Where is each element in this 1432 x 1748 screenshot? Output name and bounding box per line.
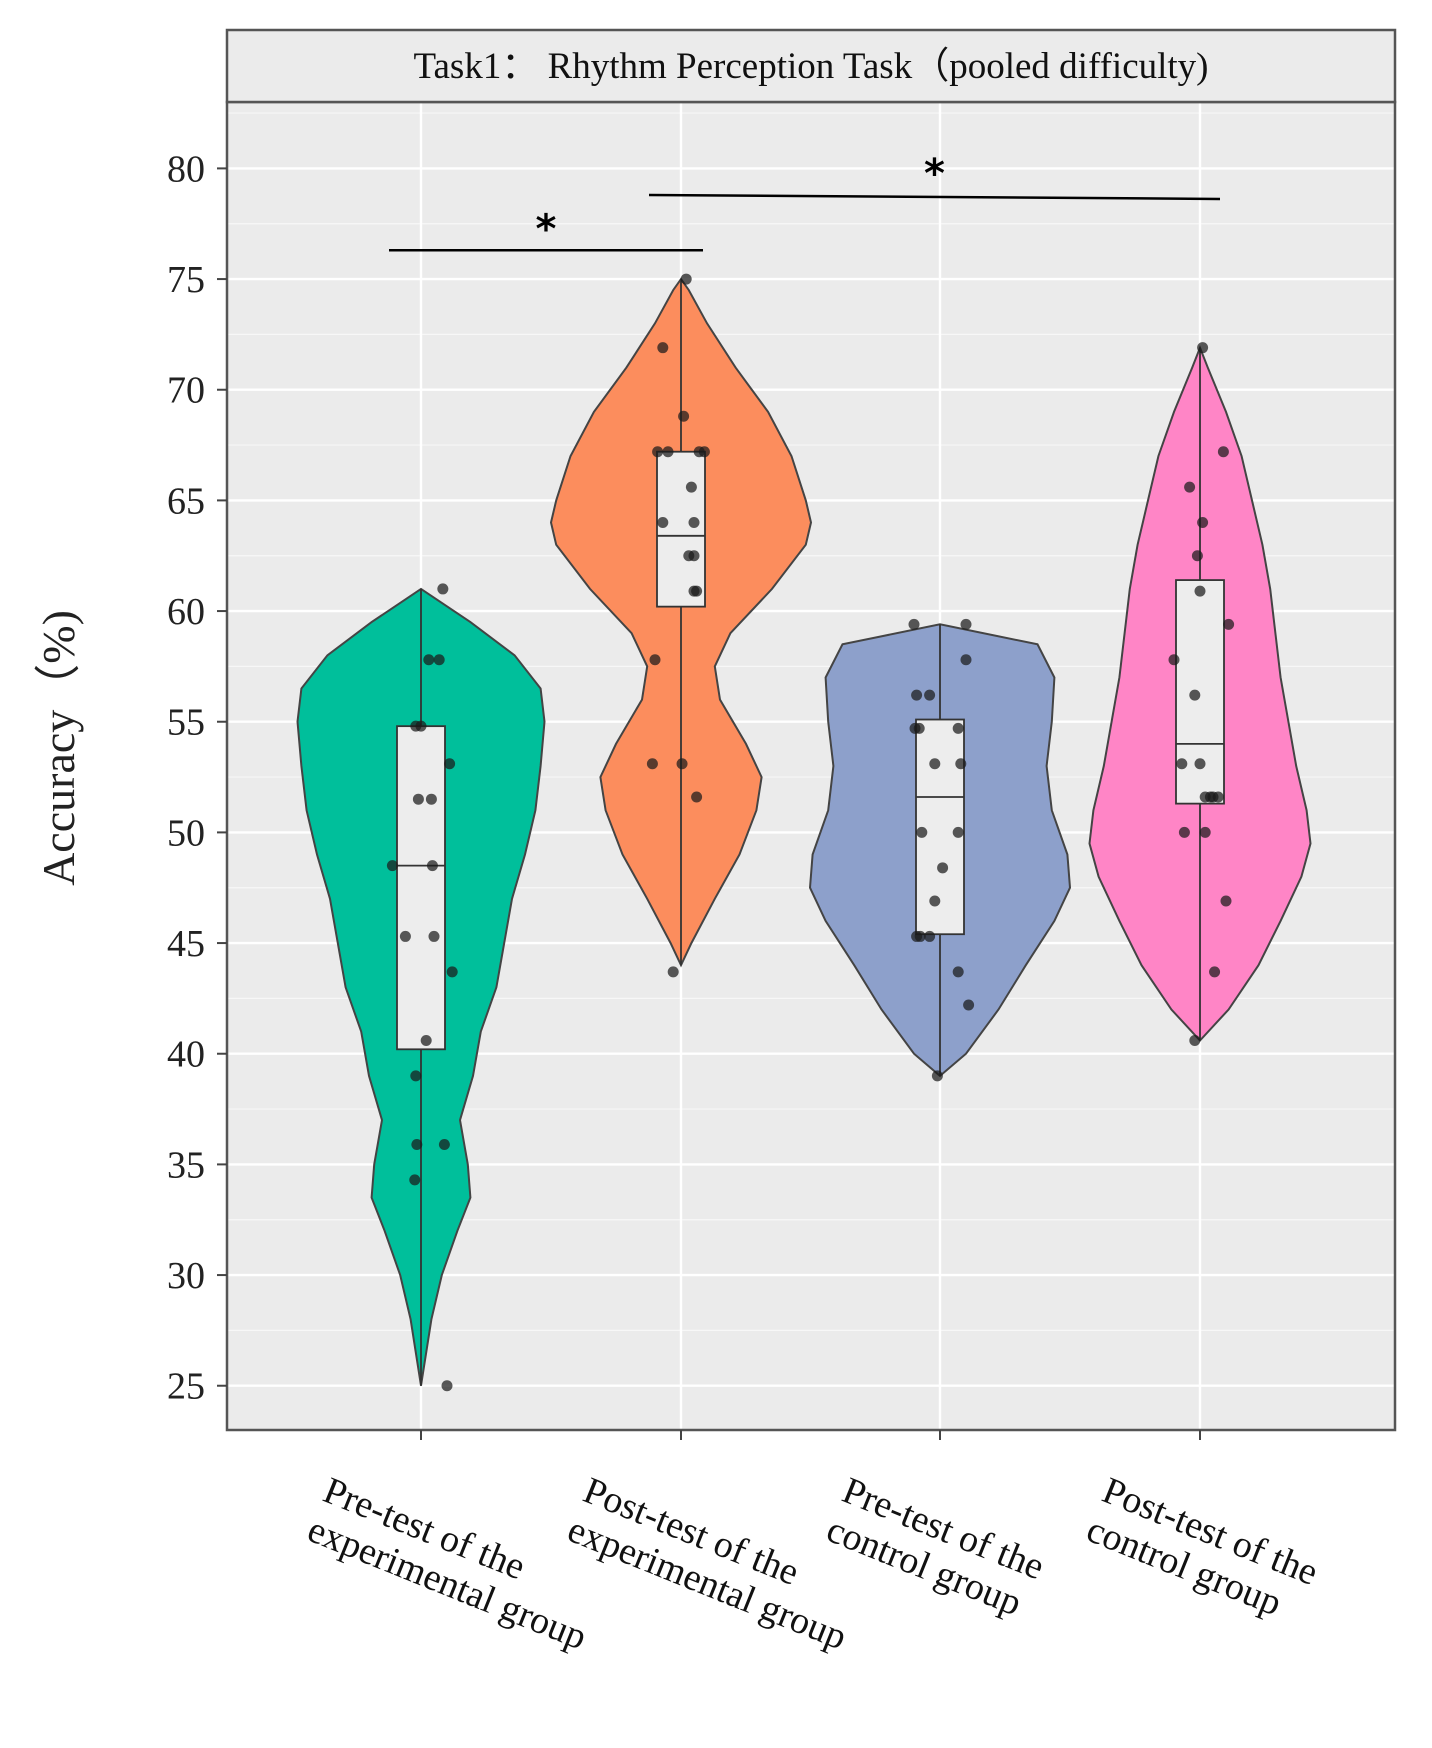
data-point xyxy=(929,758,941,770)
data-point xyxy=(960,618,972,630)
data-point xyxy=(1178,826,1190,838)
data-point xyxy=(1197,517,1209,529)
data-point xyxy=(657,517,669,529)
data-point xyxy=(685,481,697,493)
data-point xyxy=(438,1138,450,1150)
data-point xyxy=(386,860,398,872)
significance-star-2: * xyxy=(924,151,945,197)
data-point xyxy=(688,517,700,529)
data-point xyxy=(1209,966,1221,978)
data-point xyxy=(1220,895,1232,907)
data-point xyxy=(908,618,920,630)
data-point xyxy=(444,758,456,770)
significance-line-2 xyxy=(648,193,1221,201)
y-tick-label: 60 xyxy=(167,591,205,633)
y-tick-label: 55 xyxy=(167,702,205,744)
data-point xyxy=(691,585,703,597)
data-point xyxy=(1223,618,1235,630)
data-point xyxy=(420,1034,432,1046)
data-point xyxy=(688,550,700,562)
y-axis-label: Accuracy（%) xyxy=(33,610,84,886)
data-point xyxy=(1217,446,1229,458)
y-tick-label: 30 xyxy=(167,1255,205,1297)
y-tick-label: 75 xyxy=(167,259,205,301)
data-point xyxy=(1194,585,1206,597)
data-point xyxy=(916,826,928,838)
data-point xyxy=(1197,342,1209,354)
data-point xyxy=(399,930,411,942)
data-point xyxy=(426,860,438,872)
box-3 xyxy=(915,718,965,936)
data-point xyxy=(667,966,679,978)
y-tick-label: 65 xyxy=(167,480,205,522)
data-point xyxy=(649,654,661,666)
data-point xyxy=(1189,1034,1201,1046)
data-point xyxy=(952,722,964,734)
data-point xyxy=(924,930,936,942)
data-point xyxy=(1199,826,1211,838)
data-point xyxy=(952,966,964,978)
y-tick-label: 80 xyxy=(167,148,205,190)
data-point xyxy=(960,654,972,666)
data-point xyxy=(1212,791,1224,803)
data-point xyxy=(425,793,437,805)
data-point xyxy=(680,273,692,285)
data-point xyxy=(937,862,949,874)
data-point xyxy=(423,654,435,666)
data-point xyxy=(911,689,923,701)
data-point xyxy=(929,895,941,907)
data-point xyxy=(1176,758,1188,770)
data-point xyxy=(952,826,964,838)
data-point xyxy=(410,1070,422,1082)
data-point xyxy=(1168,654,1180,666)
y-tick-label: 40 xyxy=(167,1034,205,1076)
data-point xyxy=(411,1138,423,1150)
data-point xyxy=(652,446,664,458)
data-point xyxy=(433,654,445,666)
data-point xyxy=(1194,758,1206,770)
data-point xyxy=(409,1174,421,1186)
data-point xyxy=(441,1380,453,1392)
significance-star-1: * xyxy=(536,206,557,252)
y-tick-label: 25 xyxy=(167,1366,205,1408)
data-point xyxy=(698,446,710,458)
data-point xyxy=(657,342,669,354)
data-point xyxy=(446,966,458,978)
data-point xyxy=(1184,481,1196,493)
data-point xyxy=(913,722,925,734)
title-strip xyxy=(225,28,1397,104)
data-point xyxy=(437,583,449,595)
data-point xyxy=(676,758,688,770)
data-point xyxy=(646,758,658,770)
data-point xyxy=(428,930,440,942)
chart-title: Task1： Rhythm Perception Task（pooled dif… xyxy=(413,46,1208,87)
box-1 xyxy=(396,725,446,1051)
data-point xyxy=(914,930,926,942)
data-point xyxy=(662,446,674,458)
data-point xyxy=(412,793,424,805)
data-point xyxy=(678,410,690,422)
y-tick-label: 70 xyxy=(167,370,205,412)
data-point xyxy=(955,758,967,770)
data-point xyxy=(924,689,936,701)
y-tick-label: 50 xyxy=(167,812,205,854)
data-point xyxy=(1191,550,1203,562)
data-point xyxy=(963,999,975,1011)
data-point xyxy=(415,720,427,732)
data-point xyxy=(691,791,703,803)
data-point xyxy=(931,1070,943,1082)
data-point xyxy=(1189,689,1201,701)
box-4 xyxy=(1175,579,1225,805)
box-2 xyxy=(656,450,706,608)
y-tick-label: 45 xyxy=(167,923,205,965)
y-tick-label: 35 xyxy=(167,1144,205,1186)
